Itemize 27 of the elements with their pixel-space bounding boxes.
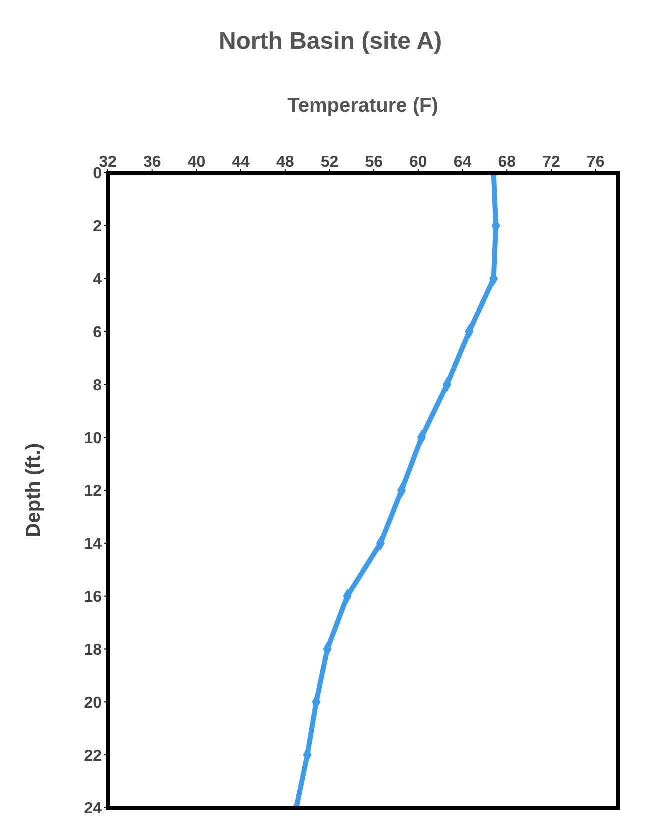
x-tick-label: 52 — [320, 154, 339, 171]
y-tick-label: 6 — [93, 324, 102, 342]
y-tick-label: 2 — [93, 218, 102, 236]
x-tick-label: 56 — [365, 154, 384, 171]
x-tick-label: 40 — [188, 154, 206, 171]
x-tick-label: 60 — [410, 154, 428, 171]
x-axis-title: Temperature (F) — [288, 95, 438, 118]
y-tick-label: 10 — [84, 430, 102, 448]
x-tick-label: 48 — [276, 154, 294, 171]
y-tick-label: 16 — [84, 589, 102, 606]
x-tick-label: 72 — [542, 154, 560, 171]
y-tick-label: 8 — [93, 377, 102, 394]
x-tick-label: 36 — [143, 154, 162, 171]
y-tick-label: 12 — [84, 483, 102, 500]
chart-title: North Basin (site A) — [218, 27, 444, 57]
y-tick-label: 24 — [84, 800, 102, 818]
y-tick-label: 14 — [84, 536, 102, 554]
x-tick-label: 64 — [454, 154, 472, 171]
y-tick-label: 0 — [93, 166, 102, 183]
x-tick-label: 44 — [232, 154, 250, 171]
y-tick-label: 4 — [93, 272, 102, 289]
y-axis-title: Depth (ft.) — [23, 443, 46, 538]
y-tick-label: 20 — [84, 694, 102, 712]
y-tick-label: 18 — [84, 642, 102, 659]
x-tick-label: 68 — [498, 154, 516, 171]
x-tick-label: 76 — [586, 154, 605, 171]
y-tick-label: 22 — [84, 748, 102, 765]
